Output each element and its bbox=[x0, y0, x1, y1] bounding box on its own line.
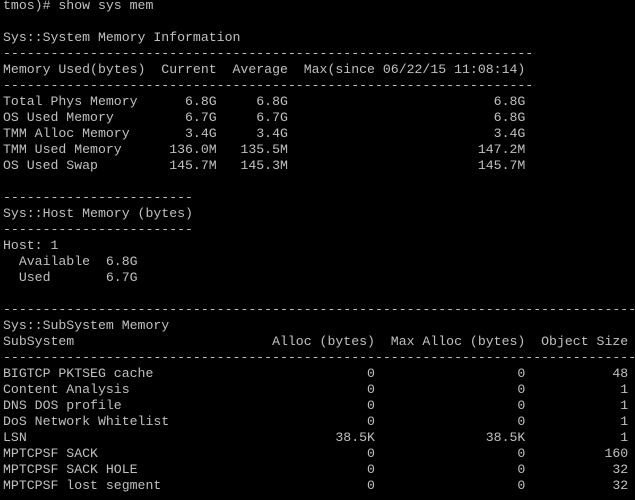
table-row: DNS DOS profile 0 0 1 bbox=[3, 398, 629, 413]
divider: ------------------------ bbox=[3, 222, 193, 237]
table-row: Total Phys Memory 6.8G 6.8G 6.8G bbox=[3, 94, 526, 109]
blank-line bbox=[3, 174, 635, 190]
command-prompt: tmos)# show sys mem bbox=[3, 0, 154, 13]
table-row: TMM Used Memory 136.0M 135.5M 147.2M bbox=[3, 142, 526, 157]
table-row: MPTCPSF lost segment 0 0 32 bbox=[3, 478, 629, 493]
table-row: OS Used Memory 6.7G 6.7G 6.8G bbox=[3, 110, 526, 125]
divider: ----------------------------------------… bbox=[3, 78, 534, 93]
divider: ----------------------------------------… bbox=[3, 350, 635, 365]
table-row: Content Analysis 0 0 1 bbox=[3, 382, 629, 397]
table-row: BIGTCP PKTSEG cache 0 0 48 bbox=[3, 366, 629, 381]
host-row: Available 6.8G bbox=[3, 254, 138, 269]
host-row: Used 6.7G bbox=[3, 270, 138, 285]
blank-line bbox=[3, 14, 635, 30]
table-row: TMM Alloc Memory 3.4G 3.4G 3.4G bbox=[3, 126, 526, 141]
table-row: DoS Network Whitelist 0 0 1 bbox=[3, 414, 629, 429]
table-row: MPTCPSF SACK HOLE 0 0 32 bbox=[3, 462, 629, 477]
divider: ----------------------------------------… bbox=[3, 46, 534, 61]
table-header: Memory Used(bytes) Current Average Max(s… bbox=[3, 62, 526, 77]
table-row: MPTCPSF SACK 0 0 160 bbox=[3, 446, 629, 461]
section-title: Sys::Host Memory (bytes) bbox=[3, 206, 193, 221]
section-title: Sys::System Memory Information bbox=[3, 30, 241, 45]
divider: ------------------------ bbox=[3, 190, 193, 205]
section-title: Sys::SubSystem Memory bbox=[3, 318, 170, 333]
table-row: LSN 38.5K 38.5K 1 bbox=[3, 430, 629, 445]
table-header: SubSystem Alloc (bytes) Max Alloc (bytes… bbox=[3, 334, 629, 349]
host-label: Host: 1 bbox=[3, 238, 59, 253]
blank-line bbox=[3, 286, 635, 302]
divider: ----------------------------------------… bbox=[3, 302, 635, 317]
table-row: OS Used Swap 145.7M 145.3M 145.7M bbox=[3, 158, 526, 173]
